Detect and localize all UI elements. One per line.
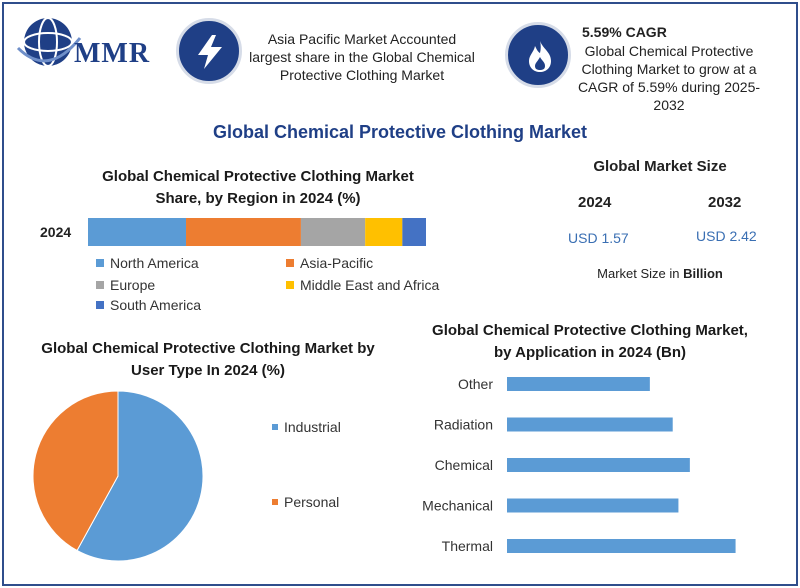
application-bar-chart: Other Radiation Chemical Mechanical Thermal: [422, 376, 736, 554]
legend-swatch-asia-pacific: [286, 259, 294, 267]
region-share-chart: 2024 North America Asia-Pacific Europe Middl…: [40, 218, 440, 313]
globe-icon: [16, 17, 82, 67]
application-bar-chemical: [507, 458, 690, 472]
region-bar-north-america: [88, 218, 187, 246]
logo-text: MMR: [74, 38, 151, 69]
region-chart-title: Global Chemical Protective Clothing Mark…: [102, 168, 414, 207]
legend-swatch-europe: [96, 281, 104, 289]
pie-legend-label-industrial: Industrial: [284, 419, 341, 435]
region-bar-south-america: [402, 218, 426, 246]
application-label-other: Other: [458, 376, 493, 392]
legend-label-asia-pacific: Asia-Pacific: [300, 255, 373, 271]
user-type-pie-chart: Industrial Personal: [32, 390, 341, 562]
market-size-year-2032: 2032: [708, 194, 742, 211]
region-bar-asia-pacific: [186, 218, 301, 246]
market-size-title: Global Market Size: [593, 158, 727, 175]
market-size-year-2024: 2024: [578, 194, 612, 211]
application-label-chemical: Chemical: [435, 457, 493, 473]
pie-slice-personal: [32, 390, 119, 552]
market-size-value-2024: USD 1.57: [568, 230, 629, 246]
lightning-icon: [176, 18, 242, 84]
legend-label-europe: Europe: [110, 277, 155, 293]
main-title: Global Chemical Protective Clothing Mark…: [212, 122, 588, 142]
region-bar-middle-east-and-africa: [365, 218, 403, 246]
cagr-note: Global Chemical Protective Clothing Mark…: [577, 43, 761, 113]
legend-swatch-south-america: [96, 301, 104, 309]
pie-legend-label-personal: Personal: [284, 494, 339, 510]
application-bar-thermal: [507, 539, 736, 553]
application-bar-mechanical: [507, 498, 679, 513]
asia-pacific-note: Asia Pacific Market Accounted largest sh…: [249, 31, 475, 83]
pie-legend-swatch-industrial: [272, 424, 278, 430]
legend-label-north-america: North America: [110, 255, 199, 271]
application-bar-other: [507, 377, 650, 391]
user-type-chart-title: Global Chemical Protective Clothing Mark…: [41, 340, 375, 379]
application-bar-radiation: [507, 417, 673, 432]
pie-legend-swatch-personal: [272, 499, 278, 505]
legend-label-south-america: South America: [110, 297, 201, 313]
market-size-unit-note: Market Size in Billion: [597, 266, 723, 281]
application-label-thermal: Thermal: [442, 538, 493, 554]
cagr-title: 5.59% CAGR: [582, 24, 667, 40]
legend-swatch-middle-east-and-africa: [286, 281, 294, 289]
region-category-label: 2024: [40, 224, 71, 240]
application-chart-title: Global Chemical Protective Clothing Mark…: [432, 322, 748, 361]
application-label-mechanical: Mechanical: [422, 498, 493, 514]
pie-slice-industrial: [76, 390, 204, 562]
flame-icon: [505, 22, 571, 88]
market-size-value-2032: USD 2.42: [696, 228, 757, 244]
mmr-logo: MMR: [14, 8, 164, 78]
legend-swatch-north-america: [96, 259, 104, 267]
legend-label-middle-east-and-africa: Middle East and Africa: [300, 277, 440, 293]
application-label-radiation: Radiation: [434, 417, 493, 433]
region-bar-europe: [300, 218, 366, 246]
